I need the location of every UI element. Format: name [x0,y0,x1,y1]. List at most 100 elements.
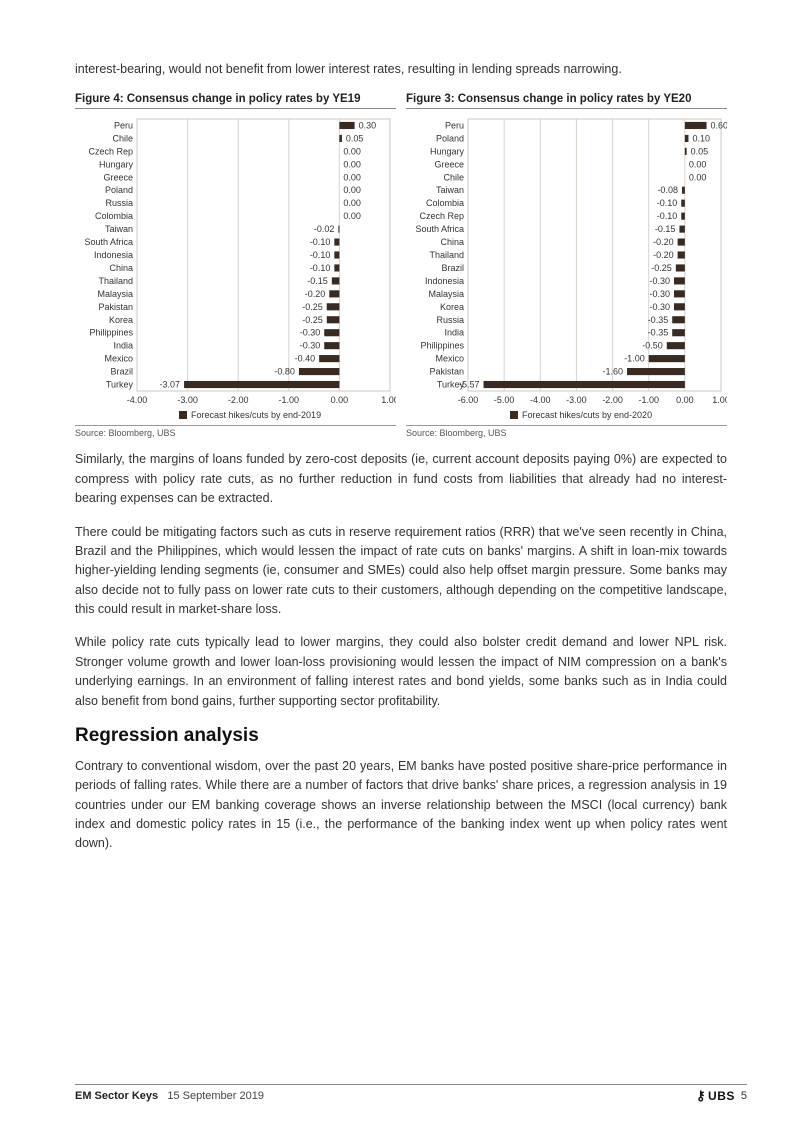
svg-text:Colombia: Colombia [95,212,133,222]
svg-text:Hungary: Hungary [99,160,134,170]
svg-text:-0.30: -0.30 [300,328,321,338]
bar [184,381,339,388]
bar [682,187,685,194]
svg-text:Greece: Greece [434,160,464,170]
bar [334,239,339,246]
svg-text:Thailand: Thailand [429,250,464,260]
svg-text:Malaysia: Malaysia [97,289,133,299]
svg-text:China: China [109,263,133,273]
bar [681,200,685,207]
figure-3: Figure 3: Consensus change in policy rat… [406,93,727,438]
bar [299,368,339,375]
paragraph-3: While policy rate cuts typically lead to… [75,633,727,711]
svg-text:-4.00: -4.00 [127,395,148,405]
svg-text:-0.35: -0.35 [648,315,669,325]
svg-text:South Africa: South Africa [84,237,133,247]
svg-text:Thailand: Thailand [98,276,133,286]
svg-text:-1.60: -1.60 [603,367,624,377]
svg-text:-0.02: -0.02 [314,224,335,234]
ubs-logo: ⚷UBS [696,1089,735,1103]
svg-text:Taiwan: Taiwan [436,186,464,196]
svg-text:-4.00: -4.00 [530,395,551,405]
figure-3-chart: Peru0.60Poland0.10Hungary0.05Greece0.00C… [406,113,727,423]
svg-text:-0.10: -0.10 [657,199,678,209]
bar [681,213,685,220]
figure-4-chart: Peru0.30Chile0.05Czech Rep0.00Hungary0.0… [75,113,396,423]
svg-text:-0.80: -0.80 [274,367,295,377]
bar [649,355,685,362]
bar [672,317,685,324]
svg-text:-3.00: -3.00 [566,395,587,405]
svg-text:Forecast hikes/cuts by end-201: Forecast hikes/cuts by end-2019 [191,410,321,420]
bar [339,135,342,142]
svg-text:Pakistan: Pakistan [429,367,464,377]
bar [678,239,685,246]
bar [339,122,354,129]
bar [678,252,685,259]
svg-text:0.00: 0.00 [343,199,361,209]
bar [667,342,685,349]
svg-text:-5.00: -5.00 [494,395,515,405]
svg-text:Russia: Russia [105,199,133,209]
footer-left: EM Sector Keys 15 September 2019 [75,1090,264,1102]
svg-text:Brazil: Brazil [110,367,133,377]
page-footer: EM Sector Keys 15 September 2019 ⚷UBS 5 [75,1084,747,1103]
svg-text:Colombia: Colombia [426,199,464,209]
svg-text:0.00: 0.00 [343,173,361,183]
footer-date: 15 September 2019 [161,1090,264,1102]
svg-text:Turkey: Turkey [106,380,134,390]
bar [685,122,707,129]
svg-text:-0.20: -0.20 [305,289,326,299]
svg-text:Malaysia: Malaysia [428,289,464,299]
bar [332,278,340,285]
svg-text:-1.00: -1.00 [624,354,645,364]
svg-text:Philippines: Philippines [89,328,133,338]
svg-text:Poland: Poland [436,134,464,144]
bar [676,265,685,272]
svg-text:0.00: 0.00 [343,160,361,170]
bar [679,226,684,233]
paragraph-1: Similarly, the margins of loans funded b… [75,450,727,508]
svg-text:0.10: 0.10 [692,134,710,144]
svg-text:Philippines: Philippines [420,341,464,351]
svg-text:-6.00: -6.00 [458,395,479,405]
page: interest-bearing, would not benefit from… [0,0,802,1133]
bar [319,355,339,362]
svg-text:Czech Rep: Czech Rep [419,212,464,222]
svg-text:-0.10: -0.10 [657,212,678,222]
svg-text:Korea: Korea [109,315,133,325]
svg-text:-0.30: -0.30 [649,302,670,312]
svg-text:-0.10: -0.10 [310,250,331,260]
svg-text:China: China [440,237,464,247]
bar-chart-svg: Peru0.60Poland0.10Hungary0.05Greece0.00C… [406,113,727,423]
svg-text:0.05: 0.05 [691,147,709,157]
figures-row: Figure 4: Consensus change in policy rat… [75,93,727,438]
bar-chart-svg: Peru0.30Chile0.05Czech Rep0.00Hungary0.0… [75,113,396,423]
paragraph-2: There could be mitigating factors such a… [75,523,727,620]
bar [338,226,339,233]
figure-4-source: Source: Bloomberg, UBS [75,425,396,438]
svg-text:-0.20: -0.20 [653,237,674,247]
svg-text:-0.50: -0.50 [642,341,663,351]
svg-text:Indonesia: Indonesia [425,276,464,286]
footer-title: EM Sector Keys [75,1090,158,1102]
bar [329,291,339,298]
svg-text:-2.00: -2.00 [228,395,249,405]
svg-text:0.00: 0.00 [676,395,694,405]
svg-text:-0.25: -0.25 [302,315,323,325]
svg-text:Chile: Chile [112,134,133,144]
svg-text:Greece: Greece [103,173,133,183]
bar [327,317,340,324]
svg-text:South Africa: South Africa [415,224,464,234]
svg-text:-1.00: -1.00 [638,395,659,405]
footer-right: ⚷UBS 5 [696,1089,747,1103]
svg-text:Peru: Peru [445,121,464,131]
svg-text:-0.30: -0.30 [300,341,321,351]
svg-text:0.00: 0.00 [343,212,361,222]
figure-3-caption: Figure 3: Consensus change in policy rat… [406,93,727,109]
svg-text:Pakistan: Pakistan [98,302,133,312]
svg-text:1.00: 1.00 [381,395,396,405]
svg-text:-3.07: -3.07 [160,380,181,390]
svg-text:0.00: 0.00 [343,147,361,157]
bar [324,330,339,337]
